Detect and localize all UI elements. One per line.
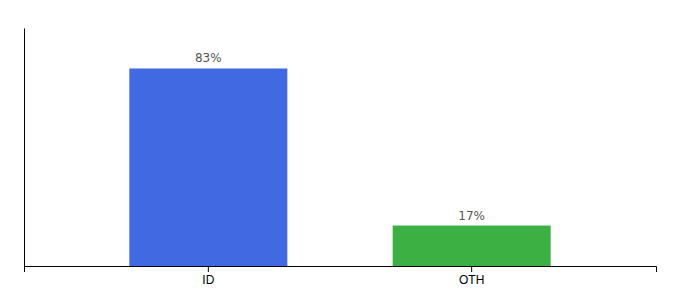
x-tick-mark xyxy=(471,266,472,272)
bar xyxy=(393,226,551,266)
data-labels: 83% 17% xyxy=(195,51,485,222)
x-tick-mark xyxy=(208,266,209,272)
y-axis xyxy=(24,29,25,267)
bar xyxy=(129,68,287,266)
data-label: 83% xyxy=(195,51,222,65)
y-axis-line xyxy=(24,29,25,267)
x-axis-line xyxy=(25,267,657,273)
chart: 83% 17% ID OTH xyxy=(0,0,680,300)
x-tick-label: ID xyxy=(202,273,214,287)
x-tick: ID xyxy=(202,266,214,287)
x-tick: OTH xyxy=(459,266,484,287)
plot: 83% 17% ID OTH xyxy=(25,29,657,287)
x-tick-label: OTH xyxy=(459,273,484,287)
data-label: 17% xyxy=(458,209,485,223)
x-axis: ID OTH xyxy=(25,266,657,287)
bars xyxy=(129,68,550,266)
